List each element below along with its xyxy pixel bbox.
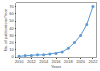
svg-text:30: 30 bbox=[9, 33, 14, 38]
svg-text:0: 0 bbox=[11, 54, 14, 59]
svg-text:50: 50 bbox=[9, 18, 14, 23]
svg-text:40: 40 bbox=[9, 26, 14, 31]
svg-text:No. of publications/Year: No. of publications/Year bbox=[3, 8, 8, 51]
svg-text:2012: 2012 bbox=[27, 59, 37, 64]
svg-text:20: 20 bbox=[9, 40, 14, 45]
svg-text:Years: Years bbox=[51, 64, 61, 69]
svg-text:2020: 2020 bbox=[76, 59, 86, 64]
svg-text:2022: 2022 bbox=[88, 59, 98, 64]
svg-text:2016: 2016 bbox=[52, 59, 62, 64]
svg-text:60: 60 bbox=[9, 11, 14, 16]
svg-text:2018: 2018 bbox=[64, 59, 74, 64]
svg-text:70: 70 bbox=[9, 4, 14, 9]
svg-text:2014: 2014 bbox=[39, 59, 49, 64]
svg-text:10: 10 bbox=[9, 47, 14, 52]
svg-text:2010: 2010 bbox=[15, 59, 25, 64]
